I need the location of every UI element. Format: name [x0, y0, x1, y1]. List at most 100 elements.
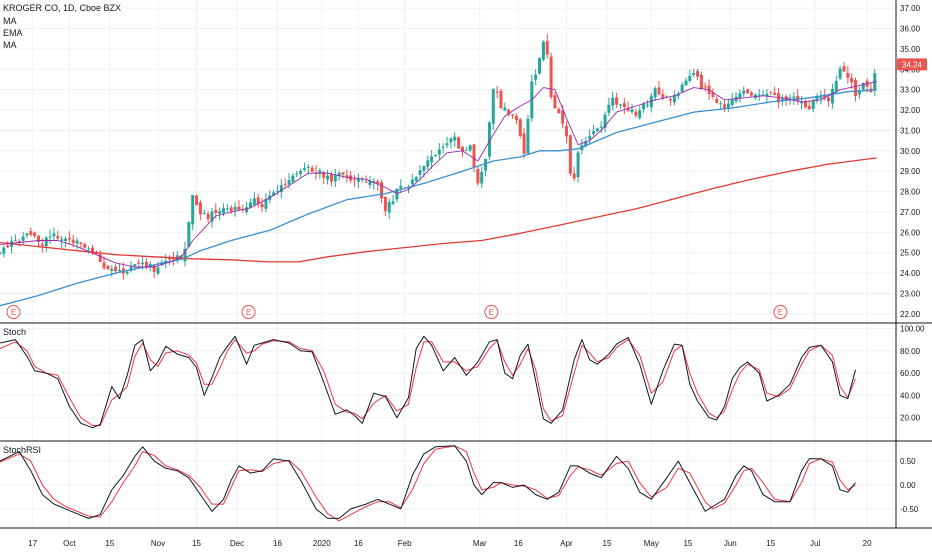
candle-body: [2, 247, 6, 254]
candle-body: [480, 171, 484, 184]
candle-body: [372, 181, 376, 183]
stoch-d-line: [0, 339, 856, 426]
stoch-k-line: [0, 335, 856, 429]
stoch-title[interactable]: Stoch: [3, 327, 27, 337]
candle-body: [568, 135, 572, 174]
candle-body: [572, 173, 576, 179]
y-tick-label: 0.00: [900, 481, 916, 490]
candle-body: [233, 207, 237, 210]
candle-body: [195, 195, 199, 205]
candle-body: [333, 175, 337, 182]
candle-body: [692, 72, 696, 75]
candle-body: [788, 97, 792, 99]
candle-body: [591, 131, 595, 134]
y-tick-label: 23.00: [900, 289, 921, 298]
earnings-event-icon: [773, 305, 788, 319]
candle-body: [838, 68, 842, 79]
x-tick-label: 2020: [313, 539, 331, 548]
candle-body: [17, 240, 21, 243]
earnings-event-icon: [6, 305, 21, 319]
x-tick-label: Jun: [724, 539, 737, 548]
candle-body: [345, 175, 349, 178]
symbol-title[interactable]: KROGER CO, 1D, Cboe BZX: [3, 3, 122, 13]
candle-body: [306, 166, 310, 168]
earnings-event-label: E: [489, 308, 494, 317]
ma-short-line: [0, 81, 877, 268]
candle-body: [387, 202, 391, 213]
candle-body: [699, 74, 703, 89]
candle-body: [618, 104, 622, 106]
candle-body: [807, 106, 811, 110]
candle-body: [468, 145, 472, 151]
candle-body: [295, 173, 299, 175]
candle-body: [460, 146, 464, 152]
candle-body: [472, 144, 476, 168]
candle-body: [476, 168, 480, 184]
candle-body: [588, 136, 592, 140]
x-tick-label: 16: [273, 539, 282, 548]
candle-body: [538, 58, 542, 74]
stoch-pane[interactable]: [0, 335, 856, 429]
candle-body: [272, 192, 276, 196]
candle-body: [29, 231, 33, 235]
candle-body: [649, 96, 653, 108]
candle-body: [561, 110, 565, 124]
candle-body: [133, 264, 137, 267]
y-tick-label: 35.00: [900, 45, 921, 54]
candle-body: [684, 80, 688, 86]
candle-body: [202, 212, 206, 214]
stoch-rsi-k-line: [0, 445, 856, 519]
candle-body: [275, 190, 279, 192]
candle-body: [846, 72, 850, 78]
candle-body: [742, 90, 746, 94]
indicator-ema-label[interactable]: EMA: [3, 28, 23, 38]
candle-body: [191, 195, 195, 225]
candle-body: [337, 172, 341, 176]
candle-body: [437, 149, 441, 155]
candle-body: [144, 261, 148, 268]
candle-body: [595, 128, 599, 132]
candle-body: [769, 91, 773, 93]
last-price-tag: [897, 58, 927, 71]
candle-body: [414, 177, 418, 182]
indicator-ma-long-label[interactable]: MA: [3, 40, 17, 50]
x-tick-label: Jul: [810, 539, 820, 548]
candle-body: [0, 252, 2, 254]
candle-body: [326, 175, 330, 180]
candle-body: [171, 258, 175, 260]
candle-body: [67, 237, 71, 240]
x-tick-label: May: [644, 539, 659, 548]
candle-body: [329, 174, 333, 182]
candle-body: [499, 90, 503, 109]
candle-body: [653, 88, 657, 98]
candle-body: [834, 81, 838, 92]
candle-body: [156, 267, 160, 274]
y-tick-label: 28.00: [900, 188, 921, 197]
candle-body: [356, 178, 360, 182]
candle-body: [730, 99, 734, 105]
candle-body: [484, 158, 488, 171]
stoch-rsi-pane[interactable]: [0, 445, 856, 522]
candle-body: [152, 265, 156, 272]
stoch-rsi-title[interactable]: StochRSI: [3, 445, 42, 455]
x-tick-label: Oct: [63, 539, 76, 548]
y-tick-label: 20.00: [900, 414, 921, 423]
candle-body: [71, 239, 75, 244]
candle-body: [603, 114, 607, 128]
candle-body: [696, 71, 700, 77]
candle-body: [780, 98, 784, 101]
y-tick-label: 32.00: [900, 106, 921, 115]
candle-body: [256, 197, 260, 204]
candle-body: [634, 111, 638, 116]
candle-body: [164, 260, 168, 263]
candle-body: [819, 96, 823, 99]
candle-body: [279, 185, 283, 192]
candle-body: [553, 95, 557, 109]
candle-body: [125, 271, 129, 274]
indicator-ma-label[interactable]: MA: [3, 16, 17, 26]
candle-body: [399, 185, 403, 189]
candle-body: [749, 92, 753, 96]
candle-body: [565, 126, 569, 137]
